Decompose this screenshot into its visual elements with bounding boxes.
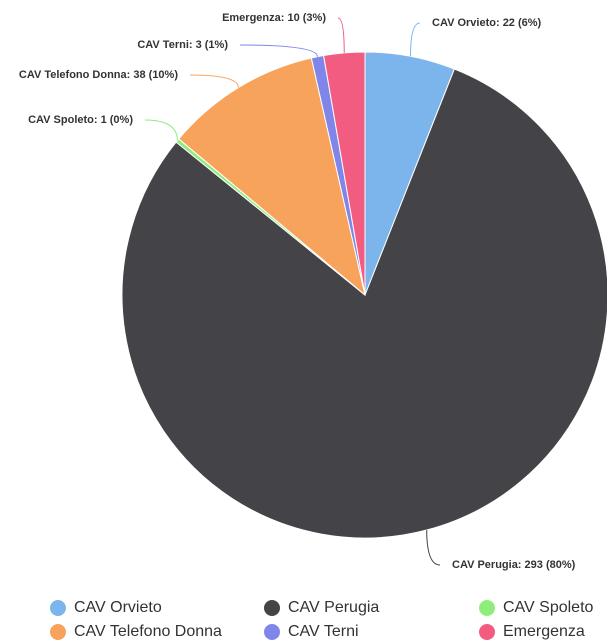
data-label: CAV Terni: 3 (1%) xyxy=(137,39,228,51)
legend-swatch xyxy=(264,600,280,616)
legend-label: CAV Orvieto xyxy=(74,599,162,616)
data-label: CAV Orvieto: 22 (6%) xyxy=(432,17,542,29)
leader-line xyxy=(337,17,345,53)
data-label: CAV Telefono Donna: 38 (10%) xyxy=(19,69,178,81)
data-label: CAV Perugia: 293 (80%) xyxy=(452,559,576,571)
leader-line xyxy=(144,119,178,141)
data-label: CAV Spoleto: 1 (0%) xyxy=(28,114,133,126)
legend-swatch xyxy=(479,624,495,640)
leader-line xyxy=(189,74,239,88)
legend-label: Emergenza xyxy=(503,623,585,640)
legend-swatch xyxy=(264,624,280,640)
pie-slice xyxy=(178,57,366,297)
leader-line xyxy=(409,22,421,57)
legend-label: CAV Telefono Donna xyxy=(74,623,222,640)
leader-line xyxy=(426,530,441,566)
legend-swatch xyxy=(50,624,66,640)
legend-swatch xyxy=(50,600,66,616)
legend-label: CAV Perugia xyxy=(288,599,379,616)
leader-line xyxy=(239,44,318,57)
data-label: Emergenza: 10 (3%) xyxy=(222,12,326,24)
legend-label: CAV Terni xyxy=(288,623,359,640)
legend-swatch xyxy=(479,600,495,616)
legend-label: CAV Spoleto xyxy=(503,599,594,616)
